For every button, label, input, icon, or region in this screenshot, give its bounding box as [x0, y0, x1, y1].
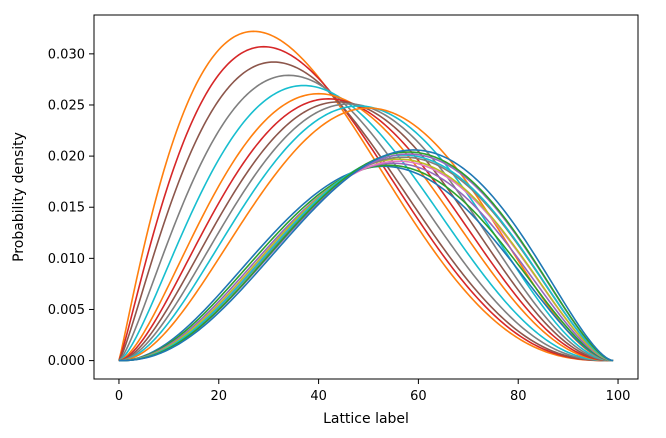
x-axis-label: Lattice label	[323, 411, 409, 427]
y-axis-label: Probability density	[11, 132, 27, 262]
x-tick-label: 0	[115, 389, 123, 404]
series-group	[118, 30, 614, 362]
series-line-1	[118, 30, 614, 362]
series-line-6	[118, 92, 614, 362]
series-line-10	[118, 105, 614, 362]
y-tick-label: 0.025	[48, 98, 85, 113]
series-line-21	[118, 149, 614, 362]
x-tick-label: 100	[606, 389, 631, 404]
y-tick-label: 0.030	[48, 47, 85, 62]
axes: 0 20 40 60 80 100 0.000 0.005 0.010 0.015 0.020 0.0…	[48, 14, 639, 404]
series-line-3	[118, 61, 614, 362]
plot-frame	[93, 14, 639, 380]
series-line-2	[118, 45, 614, 362]
series-line-18	[118, 154, 614, 362]
series-line-4	[118, 74, 614, 362]
x-tick-label: 80	[510, 389, 527, 404]
plot-area	[118, 30, 614, 362]
x-tick-label: 20	[210, 389, 227, 404]
series-line-5	[118, 84, 614, 362]
y-tick-label: 0.010	[48, 252, 85, 267]
y-tick-label: 0.015	[48, 201, 85, 216]
y-tick-label: 0.000	[48, 354, 85, 369]
x-tick-label: 40	[310, 389, 327, 404]
x-tick-label: 60	[410, 389, 427, 404]
series-line-7	[118, 98, 614, 362]
y-tick-label: 0.020	[48, 150, 85, 165]
y-tick-label: 0.005	[48, 303, 85, 318]
series-line-20	[118, 151, 614, 362]
